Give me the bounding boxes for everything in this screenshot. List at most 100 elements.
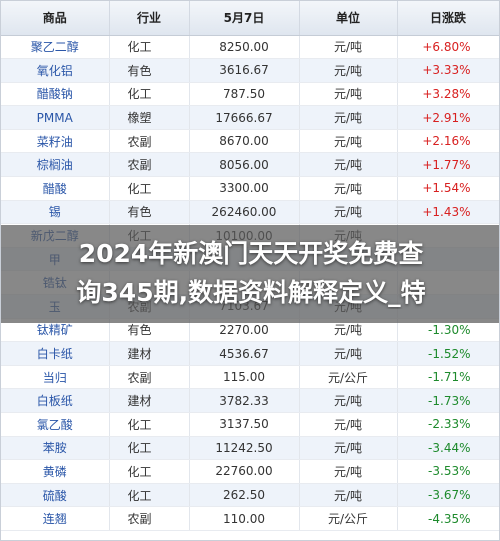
unit-cell: 元/吨 xyxy=(299,436,398,461)
table-header-row: 商品 行业 5月7日 单位 日涨跌 xyxy=(1,1,499,36)
table-row: 醋酸 化工 3300.00 元/吨 +1.54% xyxy=(1,176,499,201)
daily-change-cell: +1.54% xyxy=(397,176,499,201)
commodity-name-link[interactable]: 苯胺 xyxy=(1,436,110,461)
price-cell: 262460.00 xyxy=(189,200,300,225)
price-cell: 3616.67 xyxy=(189,58,300,83)
daily-change-cell: -1.71% xyxy=(397,365,499,390)
header-date-price[interactable]: 5月7日 xyxy=(189,1,300,36)
unit-cell: 元/吨 xyxy=(299,105,398,130)
banner-title-line-1: 2024年新澳门天天开奖免费查 xyxy=(78,239,424,268)
daily-change-cell: -4.35% xyxy=(397,506,499,531)
daily-change-cell: +3.28% xyxy=(397,82,499,107)
price-cell: 110.00 xyxy=(189,506,300,531)
commodity-name-link[interactable]: 醋酸钠 xyxy=(1,82,110,107)
industry-cell: 化工 xyxy=(109,483,190,508)
industry-cell: 化工 xyxy=(109,459,190,484)
unit-cell: 元/吨 xyxy=(299,200,398,225)
industry-cell: 有色 xyxy=(109,200,190,225)
daily-change-cell: +1.77% xyxy=(397,152,499,178)
unit-cell: 元/吨 xyxy=(299,412,398,437)
industry-cell: 化工 xyxy=(109,35,190,60)
industry-cell: 建材 xyxy=(109,341,190,366)
commodity-name-link[interactable]: 氧化铝 xyxy=(1,58,110,83)
table-row: PMMA 橡塑 17666.67 元/吨 +2.91% xyxy=(1,105,499,130)
commodity-name-link[interactable]: 黄磷 xyxy=(1,459,110,484)
price-cell: 787.50 xyxy=(189,82,300,107)
unit-cell: 元/吨 xyxy=(299,459,398,484)
industry-cell: 化工 xyxy=(109,436,190,461)
unit-cell: 元/吨 xyxy=(299,129,398,154)
commodity-name-link[interactable]: 聚乙二醇 xyxy=(1,35,110,60)
price-cell: 4536.67 xyxy=(189,341,300,366)
commodity-name-link[interactable]: 当归 xyxy=(1,365,110,390)
table-row: 氧化铝 有色 3616.67 元/吨 +3.33% xyxy=(1,58,499,83)
table-row: 氯乙酸 化工 3137.50 元/吨 -2.33% xyxy=(1,412,499,437)
header-commodity[interactable]: 商品 xyxy=(1,1,110,36)
header-industry[interactable]: 行业 xyxy=(109,1,190,36)
commodity-name-link[interactable]: 棕榈油 xyxy=(1,152,110,178)
table-row: 白板纸 建材 3782.33 元/吨 -1.73% xyxy=(1,388,499,413)
price-cell: 3300.00 xyxy=(189,176,300,201)
table-row: 锡有色 262460.00 元/吨 +1.43% xyxy=(1,200,499,225)
commodity-name-link[interactable]: 硫酸 xyxy=(1,483,110,508)
commodity-name-link[interactable]: 白板纸 xyxy=(1,388,110,413)
industry-cell: 建材 xyxy=(109,388,190,413)
table-row: 黄磷 化工 22760.00 元/吨 -3.53% xyxy=(1,459,499,484)
industry-cell: 化工 xyxy=(109,82,190,107)
commodity-name-link[interactable]: PMMA xyxy=(1,105,110,130)
unit-cell: 元/吨 xyxy=(299,176,398,201)
industry-cell: 农副 xyxy=(109,506,190,531)
commodity-name-link[interactable]: 锡 xyxy=(1,200,110,225)
daily-change-cell: -2.33% xyxy=(397,412,499,437)
price-cell: 262.50 xyxy=(189,483,300,508)
commodity-name-link[interactable]: 连翘 xyxy=(1,506,110,531)
daily-change-cell: +2.91% xyxy=(397,105,499,130)
price-cell: 3782.33 xyxy=(189,388,300,413)
commodity-name-link[interactable]: 醋酸 xyxy=(1,176,110,201)
table-row: 白卡纸 建材 4536.67 元/吨 -1.52% xyxy=(1,341,499,366)
unit-cell: 元/吨 xyxy=(299,82,398,107)
daily-change-cell: -3.53% xyxy=(397,459,499,484)
daily-change-cell: -1.52% xyxy=(397,341,499,366)
price-cell: 8250.00 xyxy=(189,35,300,60)
header-daily-change[interactable]: 日涨跌 xyxy=(397,1,499,36)
price-cell: 8056.00 xyxy=(189,152,300,178)
daily-change-cell: -3.67% xyxy=(397,483,499,508)
table-row: 连翘 农副 110.00 元/公斤 -4.35% xyxy=(1,506,499,531)
daily-change-cell: -1.73% xyxy=(397,388,499,413)
unit-cell: 元/公斤 xyxy=(299,365,398,390)
price-cell: 115.00 xyxy=(189,365,300,390)
banner-title-line-2: 询345期,数据资料解释定义_特 xyxy=(76,278,426,307)
commodity-name-link[interactable]: 菜籽油 xyxy=(1,129,110,154)
table-row: 棕榈油 农副 8056.00 元/吨 +1.77% xyxy=(1,152,499,178)
daily-change-cell: +6.80% xyxy=(397,35,499,60)
daily-change-cell: +3.33% xyxy=(397,58,499,83)
daily-change-cell: +1.43% xyxy=(397,200,499,225)
header-unit[interactable]: 单位 xyxy=(299,1,398,36)
price-cell: 22760.00 xyxy=(189,459,300,484)
table-row: 苯胺 化工 11242.50 元/吨 -3.44% xyxy=(1,436,499,461)
table-row: 硫酸 化工 262.50 元/吨 -3.67% xyxy=(1,483,499,508)
price-cell: 3137.50 xyxy=(189,412,300,437)
industry-cell: 农副 xyxy=(109,129,190,154)
overlay-banner xyxy=(1,225,499,323)
unit-cell: 元/吨 xyxy=(299,483,398,508)
unit-cell: 元/吨 xyxy=(299,388,398,413)
industry-cell: 化工 xyxy=(109,176,190,201)
table-row: 当归 农副 115.00 元/公斤 -1.71% xyxy=(1,365,499,390)
industry-cell: 农副 xyxy=(109,365,190,390)
unit-cell: 元/吨 xyxy=(299,35,398,60)
unit-cell: 元/吨 xyxy=(299,58,398,83)
industry-cell: 橡塑 xyxy=(109,105,190,130)
daily-change-cell: +2.16% xyxy=(397,129,499,154)
table-row: 醋酸钠 化工 787.50 元/吨 +3.28% xyxy=(1,82,499,107)
commodity-name-link[interactable]: 氯乙酸 xyxy=(1,412,110,437)
table-row: 聚乙二醇 化工 8250.00 元/吨 +6.80% xyxy=(1,35,499,60)
commodity-name-link[interactable]: 白卡纸 xyxy=(1,341,110,366)
industry-cell: 有色 xyxy=(109,58,190,83)
daily-change-cell: -3.44% xyxy=(397,436,499,461)
table-row: 菜籽油 农副 8670.00 元/吨 +2.16% xyxy=(1,129,499,154)
unit-cell: 元/公斤 xyxy=(299,506,398,531)
price-cell: 8670.00 xyxy=(189,129,300,154)
